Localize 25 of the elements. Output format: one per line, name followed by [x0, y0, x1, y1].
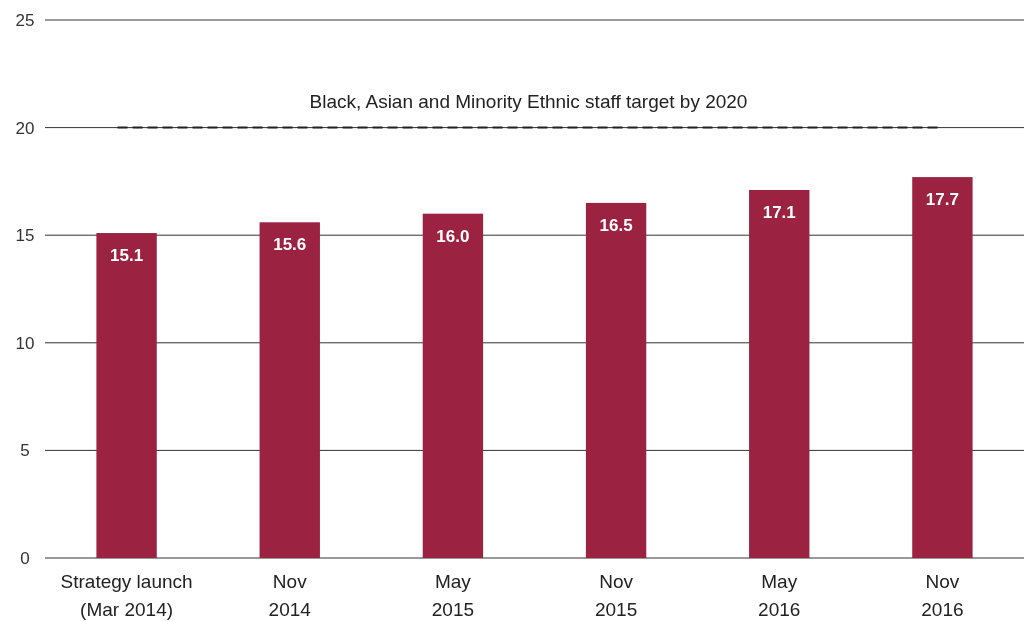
data-label: 17.1: [762, 203, 796, 223]
y-tick-label: 20: [15, 118, 35, 138]
ref-line-label: Black, Asian and Minority Ethnic staff target by 2020: [309, 90, 748, 112]
y-tick-label: 5: [20, 441, 30, 461]
bar: [259, 222, 320, 558]
bar: [96, 233, 157, 558]
y-tick-label: 0: [20, 549, 30, 568]
x-tick-label: Nov 2014: [268, 571, 312, 620]
x-tick-label: Nov 2016: [921, 571, 964, 620]
bar: [585, 202, 647, 558]
bar: [422, 213, 484, 558]
data-label: 15.1: [110, 246, 144, 266]
y-tick-label: 25: [15, 11, 35, 30]
data-label: 17.7: [925, 190, 959, 210]
data-label: 16.0: [436, 226, 470, 246]
x-tick-label: May 2015: [431, 571, 475, 620]
bar: [912, 177, 973, 558]
x-tick-label: Nov 2015: [594, 571, 638, 620]
x-tick-label: May 2016: [758, 571, 801, 620]
data-label: 15.6: [273, 235, 307, 255]
x-tick-label: Strategy launch (Mar 2014): [60, 571, 193, 620]
y-tick-label: 10: [15, 333, 35, 353]
bar: [749, 190, 810, 558]
data-label: 16.5: [599, 215, 633, 235]
y-tick-label: 15: [15, 226, 35, 246]
